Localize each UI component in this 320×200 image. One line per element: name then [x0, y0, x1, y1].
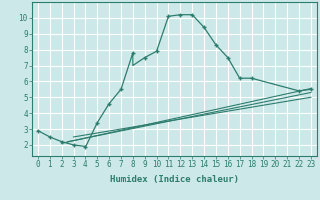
X-axis label: Humidex (Indice chaleur): Humidex (Indice chaleur): [110, 175, 239, 184]
